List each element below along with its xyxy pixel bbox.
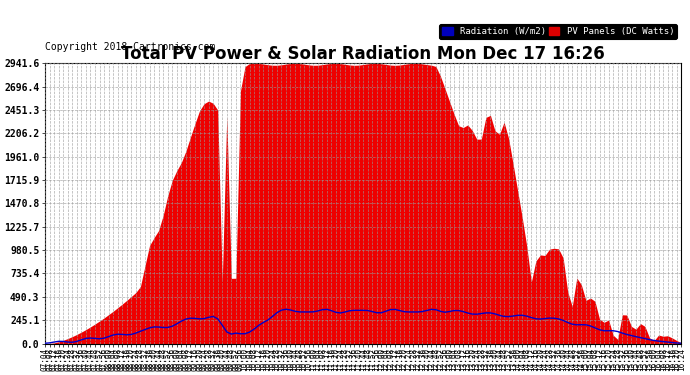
Legend: Radiation (W/m2), PV Panels (DC Watts): Radiation (W/m2), PV Panels (DC Watts) (439, 24, 677, 39)
Text: Copyright 2018 Cartronics.com: Copyright 2018 Cartronics.com (45, 42, 215, 52)
Title: Total PV Power & Solar Radiation Mon Dec 17 16:26: Total PV Power & Solar Radiation Mon Dec… (121, 45, 605, 63)
